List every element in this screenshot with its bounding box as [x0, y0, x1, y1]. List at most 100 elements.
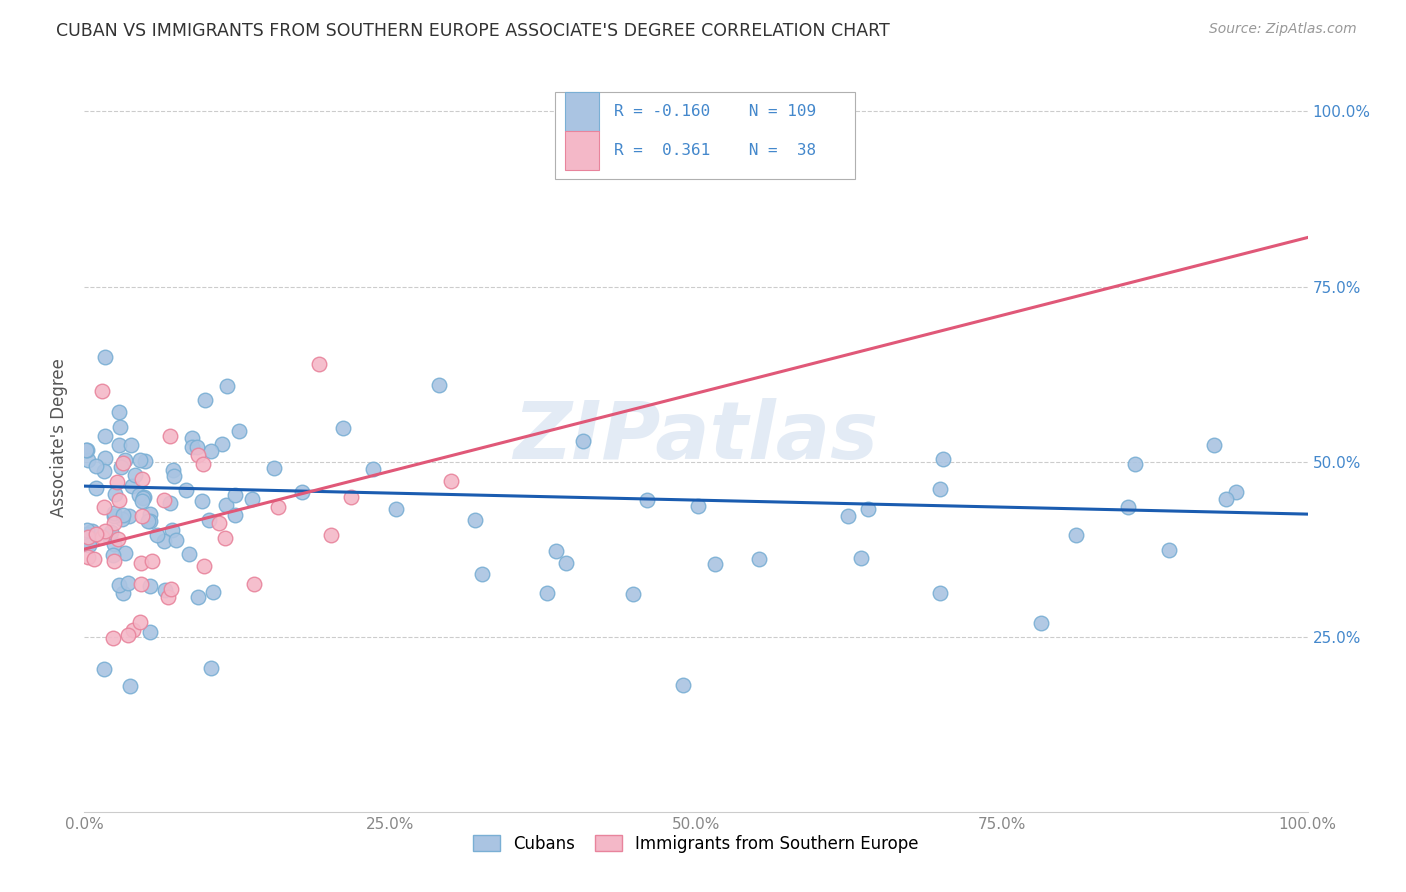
Point	[112, 586, 135, 600]
Point	[464, 513, 486, 527]
Point	[77, 538, 100, 552]
Point	[93, 662, 115, 676]
Point	[139, 625, 162, 640]
Point	[214, 531, 236, 545]
Point	[76, 443, 98, 458]
Point	[108, 577, 131, 591]
Text: CUBAN VS IMMIGRANTS FROM SOUTHERN EUROPE ASSOCIATE'S DEGREE CORRELATION CHART: CUBAN VS IMMIGRANTS FROM SOUTHERN EUROPE…	[56, 22, 890, 40]
Point	[141, 554, 163, 568]
Point	[215, 379, 238, 393]
Point	[174, 483, 197, 497]
Point	[546, 544, 568, 558]
Point	[94, 524, 117, 538]
Point	[211, 437, 233, 451]
Y-axis label: Associate's Degree: Associate's Degree	[51, 358, 69, 516]
Point	[637, 493, 659, 508]
Point	[90, 530, 112, 544]
Point	[187, 448, 209, 462]
Point	[856, 501, 879, 516]
Point	[139, 514, 162, 528]
Point	[94, 429, 117, 443]
Point	[932, 452, 955, 467]
Point	[111, 508, 134, 523]
Point	[181, 440, 204, 454]
Point	[101, 631, 124, 645]
Point	[129, 615, 152, 629]
Point	[384, 502, 406, 516]
Point	[103, 516, 125, 530]
Point	[118, 679, 141, 693]
Point	[243, 577, 266, 591]
Text: Source: ZipAtlas.com: Source: ZipAtlas.com	[1209, 22, 1357, 37]
Point	[131, 509, 153, 524]
Point	[107, 532, 129, 546]
Point	[242, 491, 264, 506]
Point	[76, 527, 98, 541]
Point	[1123, 457, 1146, 471]
Point	[93, 500, 115, 514]
Point	[332, 421, 354, 435]
Point	[139, 579, 162, 593]
Point	[177, 548, 200, 562]
Point	[153, 582, 176, 597]
Point	[94, 450, 117, 465]
Point	[134, 454, 156, 468]
Point	[104, 487, 127, 501]
Text: ZIPatlas: ZIPatlas	[513, 398, 879, 476]
Point	[308, 357, 330, 371]
FancyBboxPatch shape	[555, 93, 855, 178]
Point	[193, 393, 215, 408]
Point	[187, 590, 209, 604]
Point	[929, 482, 952, 496]
Point	[555, 556, 578, 570]
Point	[105, 475, 128, 490]
Point	[198, 512, 221, 526]
Point	[108, 419, 131, 434]
Point	[429, 378, 451, 392]
Point	[117, 576, 139, 591]
Point	[536, 586, 558, 600]
Point	[129, 453, 152, 467]
Point	[76, 530, 98, 544]
Point	[108, 405, 131, 419]
Point	[228, 425, 250, 439]
Point	[181, 431, 204, 445]
Point	[131, 577, 153, 591]
Point	[93, 465, 115, 479]
Point	[263, 461, 285, 475]
Point	[76, 453, 98, 467]
Point	[76, 537, 98, 551]
Point	[146, 527, 169, 541]
Point	[267, 500, 290, 514]
Point	[153, 533, 176, 548]
Point	[319, 528, 342, 542]
Point	[159, 496, 181, 510]
Point	[1066, 527, 1088, 541]
Point	[131, 494, 153, 508]
Point	[84, 458, 107, 473]
Point	[111, 511, 134, 525]
Point	[929, 586, 952, 600]
Point	[80, 524, 103, 538]
Point	[131, 472, 153, 486]
Point	[191, 493, 214, 508]
Point	[1157, 543, 1180, 558]
Point	[128, 488, 150, 502]
Point	[84, 526, 107, 541]
Point	[152, 492, 174, 507]
Point	[124, 467, 146, 482]
Point	[837, 509, 859, 524]
Point	[129, 557, 152, 571]
Point	[103, 554, 125, 568]
Point	[200, 661, 222, 675]
Point	[107, 437, 129, 451]
Point	[571, 434, 593, 448]
Point	[83, 552, 105, 566]
Point	[215, 498, 238, 512]
Point	[672, 678, 695, 692]
Point	[193, 558, 215, 573]
Point	[1118, 500, 1140, 514]
Point	[118, 508, 141, 523]
Point	[186, 440, 208, 454]
Point	[191, 457, 214, 471]
